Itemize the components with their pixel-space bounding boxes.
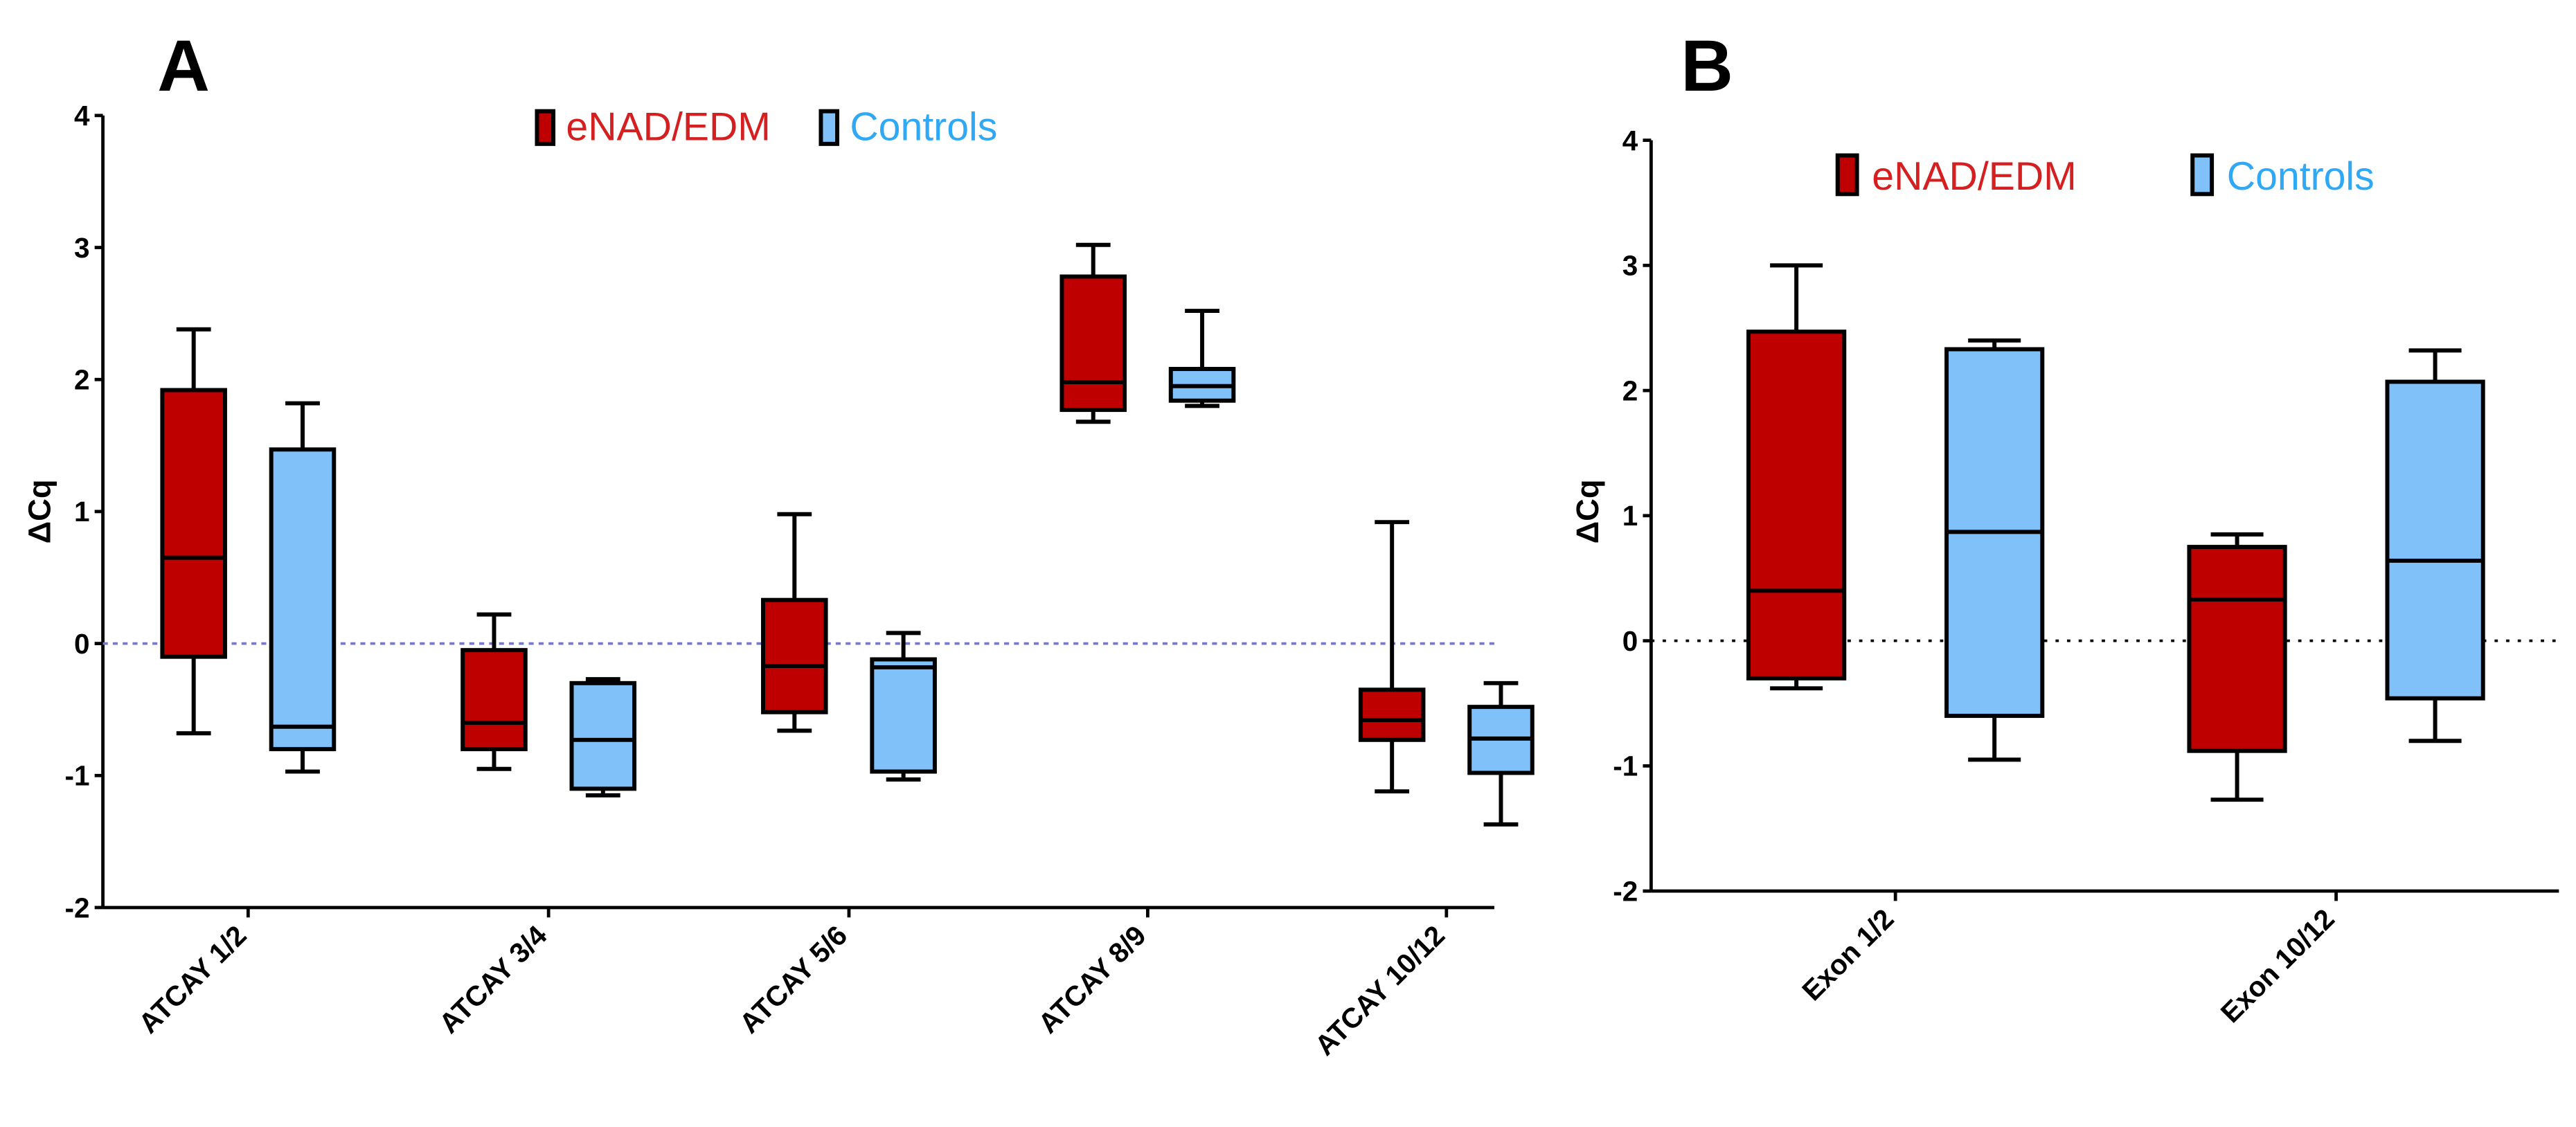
x-tick-label: ATCAY 1/2 [132, 919, 253, 1040]
legend-swatch [1835, 153, 1859, 197]
controls-box-3 [1168, 309, 1236, 408]
iqr-box [460, 648, 528, 752]
y-tick-label: 3 [74, 232, 90, 264]
controls-box-2 [870, 631, 937, 782]
y-tick-label: 3 [1622, 250, 1638, 282]
y-tick-label: -1 [64, 760, 89, 792]
legend-label: eNAD/EDM [566, 105, 771, 150]
legend-label: Controls [2227, 154, 2374, 199]
iqr-box [1746, 330, 1847, 680]
panel-label: A [157, 26, 210, 107]
y-axis-label: ΔCq [1570, 479, 1605, 543]
y-tick-label: -2 [1613, 875, 1638, 907]
y-axis-label: ΔCq [21, 479, 57, 543]
y-tick-label: 0 [1622, 625, 1638, 657]
iqr-box [761, 597, 828, 714]
y-tick-label: -2 [64, 892, 89, 923]
enad-edm-box-3 [1059, 242, 1127, 424]
controls-box-4 [1467, 680, 1535, 827]
enad-edm-box-2 [761, 512, 828, 733]
controls-box-1 [2385, 348, 2485, 743]
controls-box-0 [269, 401, 337, 774]
controls-box-1 [569, 677, 637, 797]
y-tick-label: 4 [1622, 125, 1638, 156]
enad-edm-box-0 [160, 327, 227, 736]
legend-label: eNAD/EDM [1872, 154, 2077, 199]
legend: eNAD/EDM Controls [1835, 153, 2374, 199]
y-tick-label: 1 [1622, 500, 1638, 532]
iqr-box [569, 680, 637, 791]
iqr-box [269, 447, 337, 752]
enad-edm-box-1 [2187, 532, 2287, 802]
legend-swatch [819, 109, 840, 146]
iqr-box [160, 388, 227, 659]
controls-box-0 [1944, 338, 2045, 762]
enad-edm-box-4 [1358, 520, 1426, 794]
legend-swatch [535, 109, 556, 146]
iqr-box [2385, 379, 2485, 701]
enad-edm-box-0 [1746, 263, 1847, 691]
x-tick-label: ATCAY 3/4 [433, 919, 553, 1039]
y-tick-label: 2 [74, 364, 90, 396]
iqr-box [1059, 274, 1127, 413]
y-tick-label: 2 [1622, 375, 1638, 406]
y-tick-label: 1 [74, 496, 90, 528]
x-tick-label: ATCAY 5/6 [733, 919, 854, 1040]
chart-panel-b: B ΔCq -2 -1 0 1 2 3 4 Exon 1/2 Exon 10/12 eNAD/EDM C… [1570, 26, 2559, 1029]
panel-label: B [1681, 26, 1733, 107]
chart-panel-a: A ΔCq -2 -1 0 1 2 3 4 ATCAY 1/2 ATCAY 3/4 ATCAY 5/6… [21, 26, 1535, 1062]
iqr-box [2187, 545, 2287, 753]
legend: eNAD/EDM Controls [535, 105, 997, 150]
legend-label: Controls [850, 105, 997, 150]
y-tick-label: 0 [74, 628, 90, 660]
iqr-box [870, 657, 937, 774]
x-tick-label: Exon 1/2 [1796, 903, 1899, 1007]
x-tick-label: Exon 10/12 [2215, 903, 2341, 1029]
x-tick-label: ATCAY 10/12 [1309, 919, 1451, 1062]
enad-edm-box-1 [460, 612, 528, 771]
y-tick-label: -1 [1613, 750, 1638, 782]
x-tick-label: ATCAY 8/9 [1032, 919, 1152, 1040]
legend-swatch [2190, 153, 2215, 197]
iqr-box [1358, 687, 1426, 742]
y-tick-label: 4 [74, 100, 90, 132]
